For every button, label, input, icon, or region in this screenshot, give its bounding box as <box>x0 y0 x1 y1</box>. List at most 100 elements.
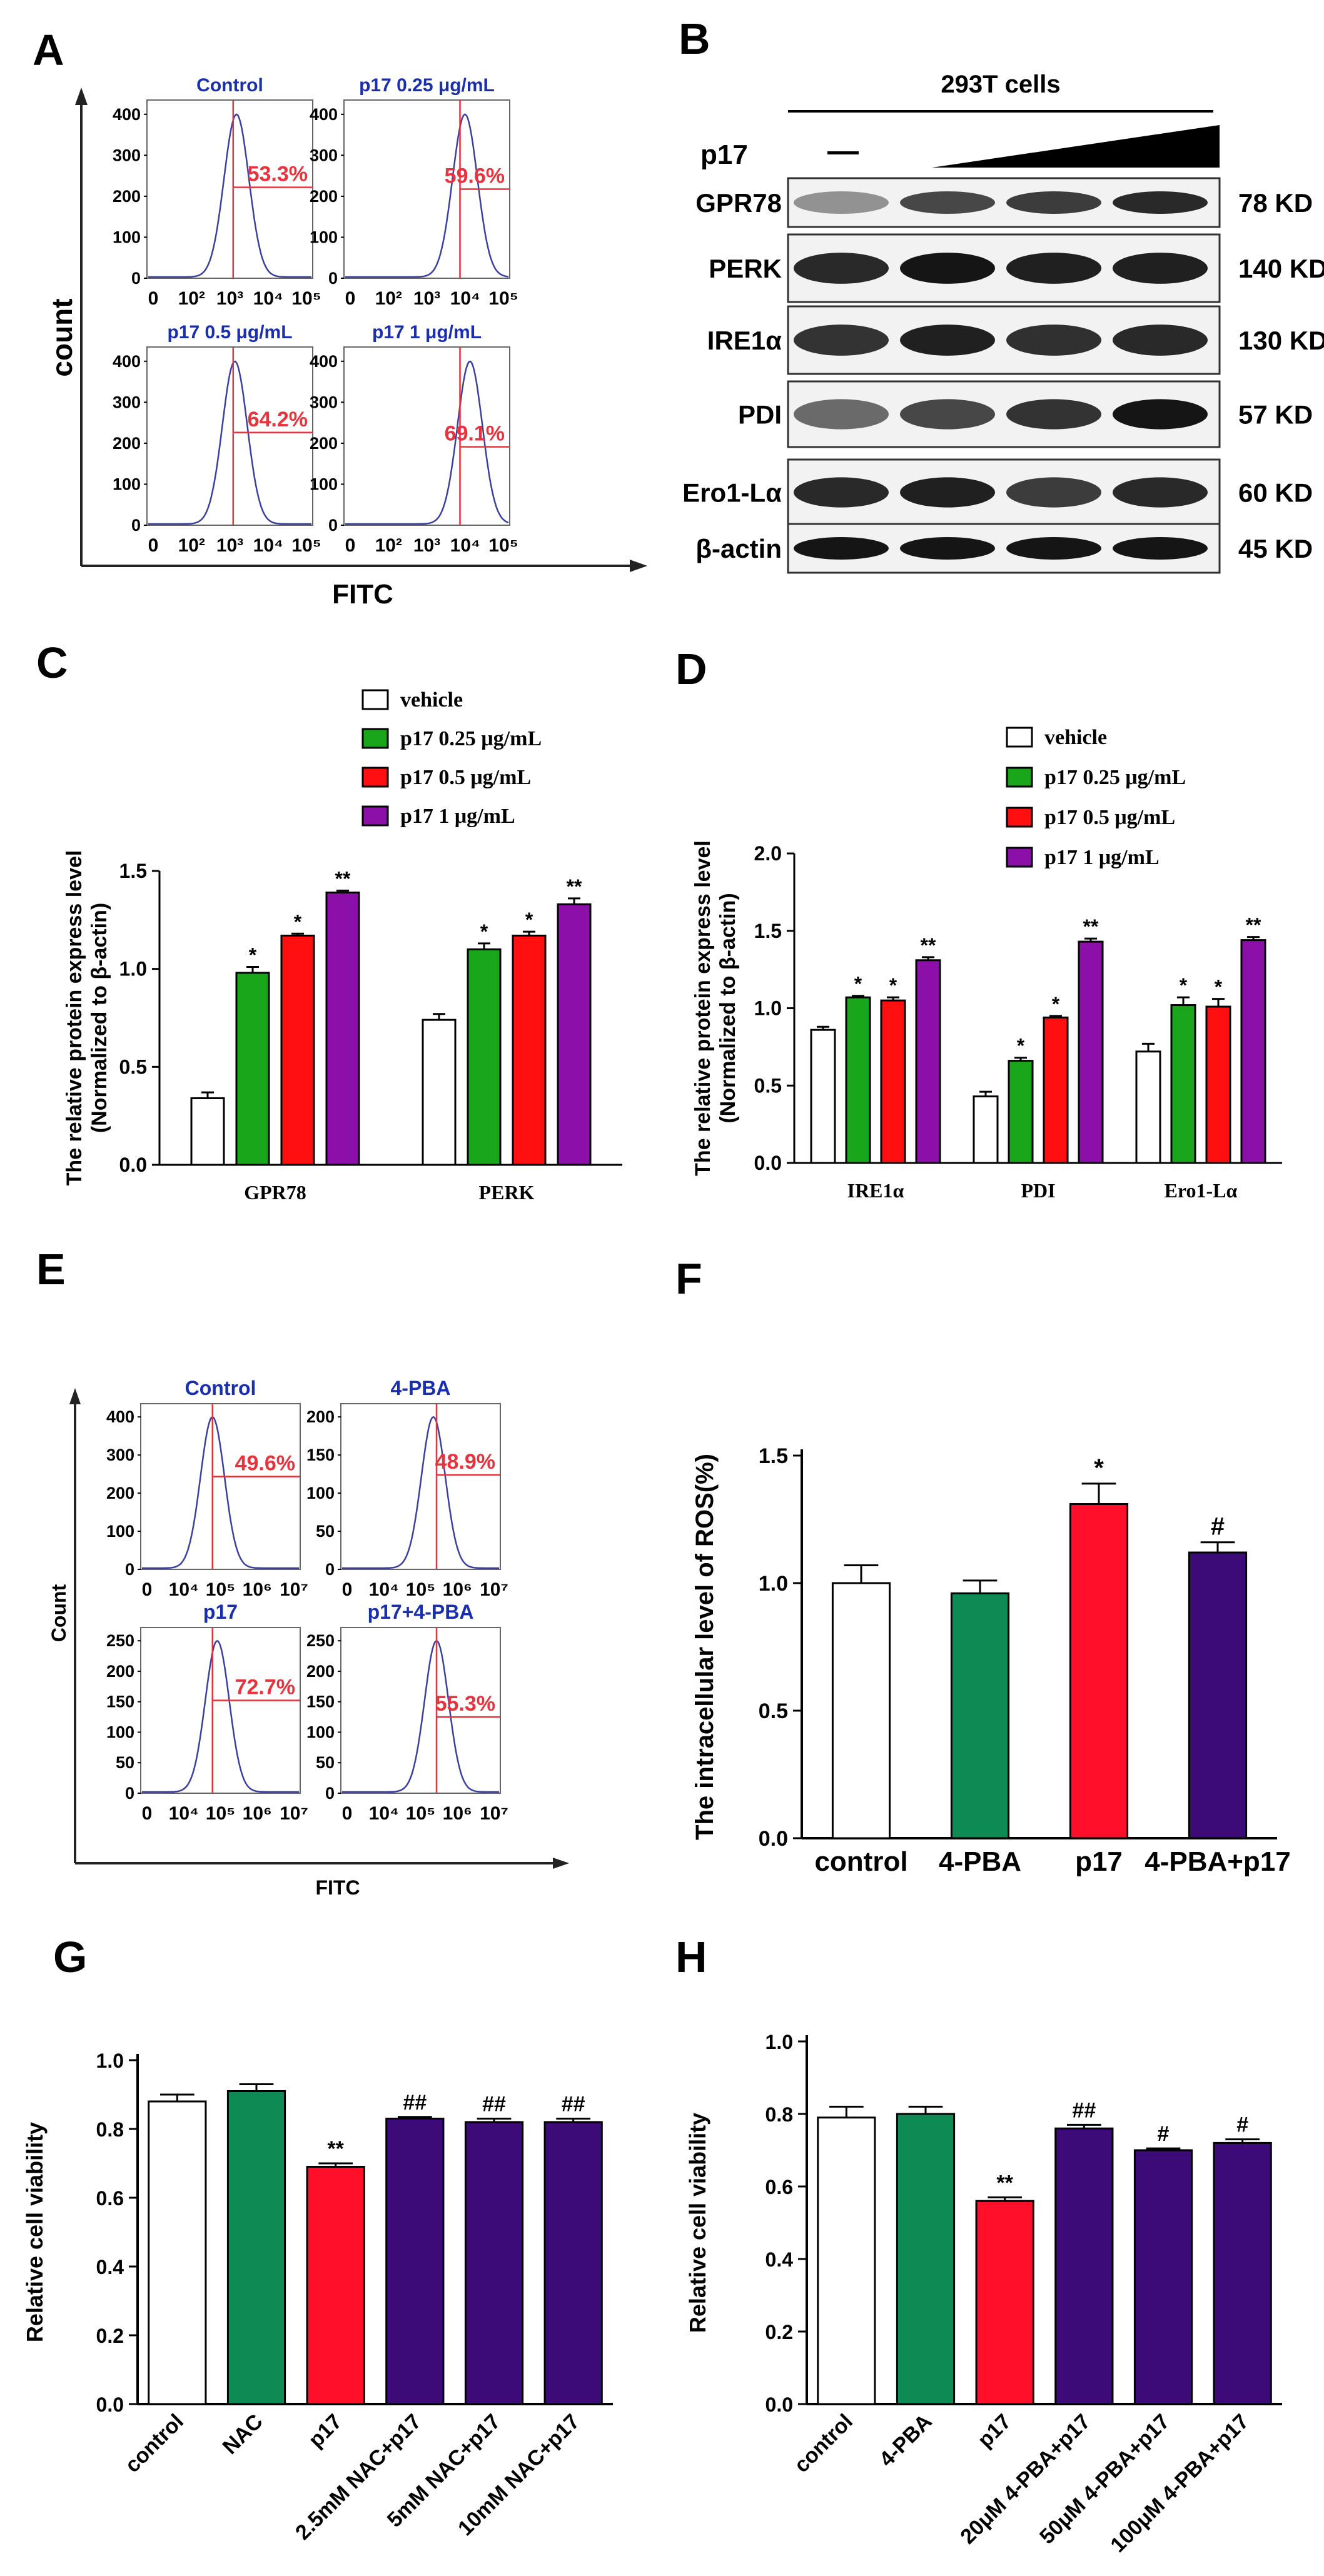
panel-a-title: p17 0.25 μg/mL <box>359 75 495 96</box>
panel-g-ytick-label: 0.2 <box>96 2325 124 2347</box>
panel-label-d: D <box>675 645 707 693</box>
panel-e-ytick: 0 <box>325 1784 335 1803</box>
panel-g-bar <box>385 2118 445 2405</box>
panel-a-xtick: 10³ <box>216 288 243 309</box>
panel-h-category-label: 50μM 4-PBA+p17 <box>1035 2410 1175 2549</box>
panel-e-ytick: 100 <box>306 1723 335 1741</box>
panel-a-ytick: 100 <box>310 475 338 493</box>
panel-a-ytick: 200 <box>113 434 141 453</box>
panel-e-title: 4-PBA <box>390 1377 450 1399</box>
panel-d-ytick-label: 2.0 <box>754 842 782 865</box>
panel-e-subplot-1: 4-PBA 0 50 100 150 200 0 10⁴ 10⁵ 10⁶ 10⁷ 48.9% <box>306 1377 508 1600</box>
panel-f-significance: * <box>1094 1454 1104 1482</box>
panel-d-significance: * <box>1215 976 1223 999</box>
panel-e-frame <box>140 1627 301 1794</box>
panel-c-legend-label: p17 0.25 μg/mL <box>400 727 542 750</box>
panel-a-ytick: 0 <box>328 516 338 535</box>
panel-g-category-label: NAC <box>218 2410 268 2459</box>
panel-h-bar <box>1133 2149 1193 2405</box>
panel-label-c: C <box>36 638 68 687</box>
panel-e-xtick: 10⁵ <box>206 1803 235 1824</box>
panel-a-xtick: 0 <box>345 535 356 556</box>
panel-d-bar <box>845 996 871 1164</box>
panel-a-xtick: 10² <box>375 535 402 556</box>
panel-h-significance: # <box>1158 2122 1170 2146</box>
panel-a-xtick: 10² <box>178 288 205 309</box>
panel-e-xtick: 10⁴ <box>169 1803 199 1824</box>
panel-h-bar <box>975 2200 1034 2405</box>
panel-d-legend-label: p17 0.5 μg/mL <box>1044 806 1175 829</box>
panel-e-ytick: 200 <box>106 1662 134 1681</box>
panel-e-ytick: 150 <box>306 1693 335 1711</box>
panel-d-bar <box>810 1029 836 1164</box>
panel-e-xtick: 10⁶ <box>243 1579 272 1600</box>
panel-b-treatment-label: p17 <box>700 139 748 170</box>
panel-h-ytick-label: 0.8 <box>766 2103 793 2126</box>
panel-e-xtick: 10⁷ <box>280 1803 308 1824</box>
panel-c-bar-chart: vehicle p17 0.25 μg/mL p17 0.5 μg/mL p17 1 … <box>63 688 622 1204</box>
panel-e-ytick: 100 <box>306 1484 335 1502</box>
panel-e-ytick: 50 <box>116 1753 134 1772</box>
panel-e-y-arrow <box>69 1388 81 1404</box>
panel-b-untreated-mark: — <box>827 133 859 168</box>
panel-b-band <box>794 191 889 214</box>
panel-g-bar <box>464 2121 524 2405</box>
panel-d-significance: ** <box>921 934 936 957</box>
panel-d-ytick-label: 1.0 <box>754 997 782 1020</box>
panel-b-band <box>1006 191 1101 214</box>
panel-c-legend-label: p17 0.5 μg/mL <box>400 766 531 789</box>
panel-b-protein-label: GPR78 <box>695 188 782 218</box>
panel-b-band <box>1006 325 1101 356</box>
panel-c-legend-swatch <box>361 728 389 749</box>
panel-label-g: G <box>53 1933 88 1981</box>
panel-e-histogram-curve <box>342 1416 499 1569</box>
panel-e-xtick: 10⁶ <box>443 1803 472 1824</box>
panel-b-band <box>794 325 889 356</box>
panel-c-bar <box>235 972 270 1166</box>
panel-label-a: A <box>33 26 64 74</box>
panel-e-xtick: 10⁵ <box>406 1579 435 1600</box>
panel-e-xtick: 10⁶ <box>443 1579 472 1600</box>
panel-e-ytick: 0 <box>125 1784 134 1803</box>
panel-d-bar-chart: vehicle p17 0.25 μg/mL p17 0.5 μg/mL p17 1 … <box>691 726 1282 1202</box>
panel-e-xtick: 10⁴ <box>369 1803 399 1824</box>
panel-e-xtick: 0 <box>142 1579 153 1600</box>
panel-a-frame <box>146 99 313 279</box>
panel-d-significance: * <box>854 973 862 995</box>
panel-a-y-label: count <box>46 298 78 376</box>
panel-g-ytick-label: 0.8 <box>96 2118 124 2141</box>
panel-e-title: p17+4-PBA <box>368 1601 474 1623</box>
panel-e-x-arrow <box>553 1858 569 1869</box>
panel-e-xtick: 10⁷ <box>480 1579 508 1600</box>
panel-e-title: p17 <box>203 1601 238 1623</box>
panel-e-ytick: 250 <box>306 1631 335 1650</box>
panel-c-ytick-label: 1.0 <box>119 958 147 980</box>
panel-d-significance: * <box>1017 1035 1025 1057</box>
panel-f-bar <box>950 1592 1010 1839</box>
panel-d-category-label: Ero1-Lα <box>1165 1179 1238 1202</box>
panel-b-band <box>794 477 889 508</box>
panel-e-flow-cytometry: Count FITC Control 0 100 200 300 400 0 10⁴ 10⁵ 10⁶ 1… <box>48 1377 569 1899</box>
panel-c-significance: * <box>525 908 533 931</box>
panel-g-significance: ** <box>327 2137 344 2161</box>
panel-b-blot-row: Ero1-Lα 60 KD <box>682 458 1313 526</box>
panel-f-bar <box>1188 1551 1248 1839</box>
panel-b-band <box>900 399 995 430</box>
panel-a-ytick: 300 <box>113 393 141 411</box>
panel-a-xtick: 10² <box>178 535 205 556</box>
panel-a-ytick: 200 <box>113 187 141 206</box>
panel-a-xtick: 0 <box>345 288 356 309</box>
panel-e-ytick: 0 <box>325 1560 335 1579</box>
panel-c-significance: ** <box>335 867 351 890</box>
panel-a-ytick: 300 <box>310 393 338 411</box>
panel-f-ytick-label: 0.5 <box>759 1699 788 1723</box>
panel-d-bar <box>915 959 941 1164</box>
panel-e-frame <box>340 1403 501 1570</box>
panel-b-size-label: 130 KD <box>1238 326 1324 355</box>
panel-e-x-label: FITC <box>315 1876 360 1899</box>
panel-c-bar <box>422 1019 457 1166</box>
panel-a-title: p17 0.5 μg/mL <box>167 322 292 343</box>
panel-e-xtick: 10⁵ <box>206 1579 235 1600</box>
panel-c-significance: ** <box>567 875 582 898</box>
panel-b-band <box>900 537 995 560</box>
